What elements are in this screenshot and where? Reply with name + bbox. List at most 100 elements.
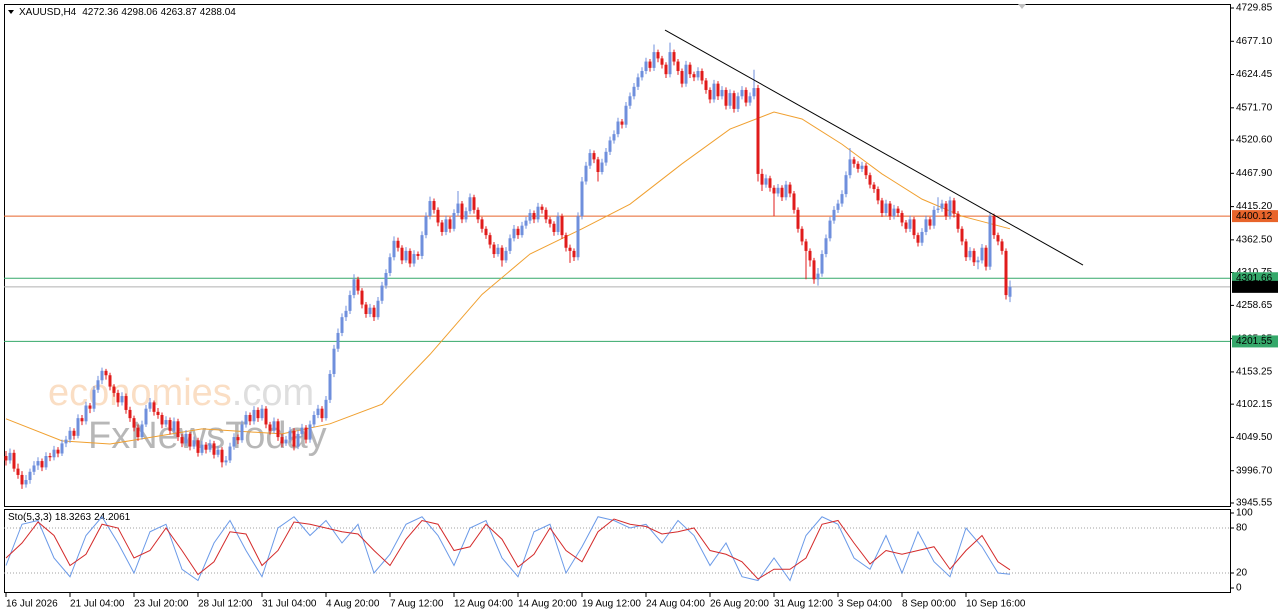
candle-body xyxy=(844,175,848,195)
candle-body xyxy=(128,409,132,419)
candle-body xyxy=(972,250,976,263)
candle-body xyxy=(240,424,244,441)
candle-body xyxy=(420,235,424,256)
candle-body xyxy=(188,433,192,447)
candle-body xyxy=(824,238,828,255)
candle-body xyxy=(996,235,1000,242)
candle-body xyxy=(652,52,656,68)
candle-body xyxy=(864,165,868,176)
candle-body xyxy=(924,219,928,232)
candle-body xyxy=(268,424,272,431)
candle-body xyxy=(88,405,92,409)
shift-marker xyxy=(1018,4,1026,9)
candle-body xyxy=(1008,286,1012,297)
candle-body xyxy=(936,208,940,210)
candle-body xyxy=(604,151,608,163)
candle-body xyxy=(120,396,124,403)
x-tick-label: 14 Aug 20:00 xyxy=(518,599,577,610)
moving-average xyxy=(5,111,1011,445)
candle-body xyxy=(328,373,332,400)
symbol: XAUUSD,H4 xyxy=(19,7,77,18)
candle-body xyxy=(20,474,24,485)
candle-body xyxy=(132,418,136,428)
x-tick-label: 8 Sep 00:00 xyxy=(902,599,956,610)
candle-body xyxy=(968,250,972,258)
candle-body xyxy=(164,420,168,425)
candle-body xyxy=(944,203,948,217)
candle-body xyxy=(276,421,280,438)
candle-body xyxy=(768,178,772,188)
candle-body xyxy=(44,456,48,468)
candle-body xyxy=(60,443,64,454)
candle-body xyxy=(516,228,520,236)
candle-body xyxy=(284,439,288,444)
candle-body xyxy=(148,402,152,409)
candle-body xyxy=(908,219,912,229)
candle-body xyxy=(640,71,644,78)
level-label: 4400.12 xyxy=(1236,211,1273,222)
menu-arrow[interactable] xyxy=(8,10,14,14)
candle-body xyxy=(748,96,752,103)
candle-body xyxy=(300,427,304,434)
x-tick-label: 3 Sep 04:00 xyxy=(838,599,892,610)
candle-body xyxy=(836,203,840,210)
candle-body xyxy=(676,61,680,72)
candle-body xyxy=(224,460,228,463)
candle-body xyxy=(804,241,808,251)
candle-body xyxy=(480,219,484,229)
candle-body xyxy=(704,80,708,90)
candle-body xyxy=(544,209,548,220)
candle-body xyxy=(964,241,968,258)
candle-body xyxy=(332,348,336,374)
x-tick-label: 28 Jul 12:00 xyxy=(198,599,253,610)
candle-body xyxy=(160,414,164,425)
candle-body xyxy=(228,446,232,461)
y-tick-label: 4362.50 xyxy=(1236,234,1273,245)
candle-body xyxy=(196,440,200,453)
candle-body xyxy=(40,461,44,468)
candle-body xyxy=(848,159,852,176)
candle-body xyxy=(428,201,432,217)
candle-body xyxy=(536,206,540,220)
candle-body xyxy=(960,228,964,242)
level-label: 4301.66 xyxy=(1236,273,1273,284)
level-label: 4288.04 xyxy=(1236,281,1273,292)
candle-body xyxy=(344,310,348,318)
candle-body xyxy=(872,184,876,190)
candle-body xyxy=(592,153,596,160)
candle-body xyxy=(820,254,824,274)
candle-body xyxy=(672,52,676,62)
signal-reading: 24.2061 xyxy=(94,512,131,523)
candle-body xyxy=(24,479,28,485)
candle-body xyxy=(668,52,672,75)
candle-body xyxy=(584,165,588,182)
candle-body xyxy=(784,184,788,198)
candle-body xyxy=(68,430,72,440)
candle-body xyxy=(612,134,616,141)
candle-body xyxy=(348,295,352,311)
candle-body xyxy=(788,184,792,194)
x-tick-label: 31 Jul 04:00 xyxy=(262,599,317,610)
candle-body xyxy=(736,96,740,109)
x-tick-label: 12 Aug 04:00 xyxy=(454,599,513,610)
candle-body xyxy=(436,209,440,223)
candle-body xyxy=(632,86,636,97)
candle-body xyxy=(700,71,704,81)
candle-body xyxy=(920,231,924,243)
candle-body xyxy=(928,219,932,226)
candle-body xyxy=(520,225,524,236)
candle-body xyxy=(156,411,160,415)
candle-body xyxy=(696,71,700,78)
candle-body xyxy=(648,61,652,68)
candle-body xyxy=(252,409,256,422)
main-reading: 18.3263 xyxy=(55,512,92,523)
candle-body xyxy=(388,257,392,273)
high: 4298.06 xyxy=(121,7,158,18)
candle-body xyxy=(236,437,240,441)
candle-body xyxy=(368,307,372,315)
candle-body xyxy=(588,153,592,166)
candle-body xyxy=(688,64,692,75)
candle-body xyxy=(952,200,956,214)
trendline xyxy=(664,29,1084,266)
candle-body xyxy=(96,380,100,390)
